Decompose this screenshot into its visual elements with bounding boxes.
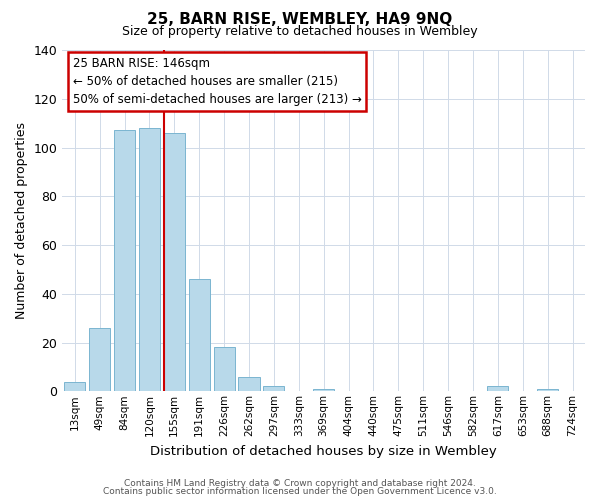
Bar — [487, 386, 508, 392]
X-axis label: Distribution of detached houses by size in Wembley: Distribution of detached houses by size … — [150, 444, 497, 458]
Y-axis label: Number of detached properties: Number of detached properties — [15, 122, 28, 319]
Bar — [139, 128, 160, 392]
Text: 25, BARN RISE, WEMBLEY, HA9 9NQ: 25, BARN RISE, WEMBLEY, HA9 9NQ — [148, 12, 452, 28]
Text: Contains public sector information licensed under the Open Government Licence v3: Contains public sector information licen… — [103, 487, 497, 496]
Text: Size of property relative to detached houses in Wembley: Size of property relative to detached ho… — [122, 25, 478, 38]
Bar — [164, 133, 185, 392]
Bar — [64, 382, 85, 392]
Bar — [114, 130, 135, 392]
Bar — [188, 279, 210, 392]
Bar — [89, 328, 110, 392]
Bar — [313, 389, 334, 392]
Bar — [263, 386, 284, 392]
Text: Contains HM Land Registry data © Crown copyright and database right 2024.: Contains HM Land Registry data © Crown c… — [124, 478, 476, 488]
Text: 25 BARN RISE: 146sqm
← 50% of detached houses are smaller (215)
50% of semi-deta: 25 BARN RISE: 146sqm ← 50% of detached h… — [73, 57, 362, 106]
Bar — [214, 348, 235, 392]
Bar — [238, 376, 260, 392]
Bar — [537, 389, 558, 392]
